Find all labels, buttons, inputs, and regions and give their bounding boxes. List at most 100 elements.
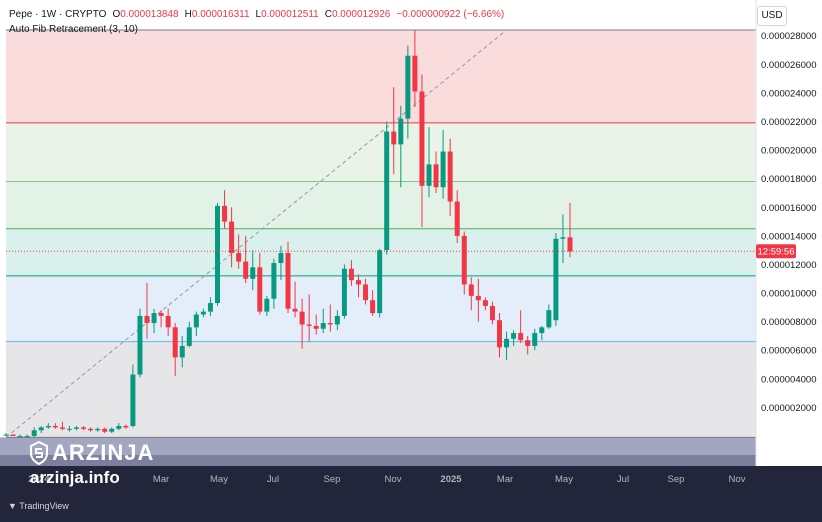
candle[interactable] xyxy=(327,304,333,332)
tradingview-logo[interactable]: ▼ TradingView xyxy=(8,501,69,511)
currency-button[interactable]: USD xyxy=(757,6,787,26)
candle[interactable] xyxy=(236,234,242,269)
candle[interactable] xyxy=(38,425,44,434)
candle[interactable] xyxy=(546,304,552,329)
candle[interactable] xyxy=(504,331,510,361)
candle[interactable] xyxy=(88,427,94,432)
candle[interactable] xyxy=(391,87,397,175)
candle[interactable] xyxy=(165,308,171,336)
candle[interactable] xyxy=(525,335,531,355)
candle[interactable] xyxy=(158,310,164,328)
candle[interactable] xyxy=(123,424,129,429)
candle[interactable] xyxy=(306,294,312,342)
candle[interactable] xyxy=(468,277,474,311)
candle-body xyxy=(229,221,235,254)
candle[interactable] xyxy=(348,260,354,286)
candle[interactable] xyxy=(560,214,566,264)
candle[interactable] xyxy=(95,427,101,432)
candle[interactable] xyxy=(130,364,136,428)
candle[interactable] xyxy=(102,427,108,434)
candle[interactable] xyxy=(299,298,305,349)
candle[interactable] xyxy=(447,138,453,216)
candle[interactable] xyxy=(200,308,206,318)
candle[interactable] xyxy=(66,425,72,432)
candle[interactable] xyxy=(207,297,213,316)
candle-body xyxy=(137,315,143,375)
candle[interactable] xyxy=(553,233,559,326)
candle[interactable] xyxy=(59,421,65,431)
indicator-title[interactable]: Auto Fib Retracement (3, 10) xyxy=(9,24,138,35)
candle[interactable] xyxy=(356,274,361,298)
candle-body xyxy=(200,311,206,315)
candle[interactable] xyxy=(426,127,432,198)
candle[interactable] xyxy=(144,283,150,339)
symbol-title[interactable]: Pepe · 1W · CRYPTO xyxy=(9,9,107,20)
candle[interactable] xyxy=(482,297,488,311)
candle[interactable] xyxy=(292,281,298,318)
candle[interactable] xyxy=(74,425,79,431)
candle[interactable] xyxy=(250,250,256,291)
candle[interactable] xyxy=(151,308,157,334)
candle-body xyxy=(179,345,185,358)
candle[interactable] xyxy=(454,190,460,244)
candle[interactable] xyxy=(320,308,326,334)
candle[interactable] xyxy=(10,434,16,436)
candle[interactable] xyxy=(193,311,199,336)
candle[interactable] xyxy=(222,190,228,229)
candle[interactable] xyxy=(24,434,30,438)
candle[interactable] xyxy=(497,313,502,358)
candle[interactable] xyxy=(384,121,390,255)
candle[interactable] xyxy=(278,245,284,281)
candle[interactable] xyxy=(17,434,23,438)
candle[interactable] xyxy=(31,427,37,438)
candle[interactable] xyxy=(377,248,383,318)
candle[interactable] xyxy=(313,314,319,335)
candle[interactable] xyxy=(370,290,376,316)
candle[interactable] xyxy=(532,328,538,351)
candle[interactable] xyxy=(334,310,340,331)
candle[interactable] xyxy=(179,335,185,368)
candle[interactable] xyxy=(186,321,192,348)
candle[interactable] xyxy=(81,425,87,431)
candle[interactable] xyxy=(518,310,524,344)
candle[interactable] xyxy=(489,301,495,325)
candle[interactable] xyxy=(285,241,291,314)
candle[interactable] xyxy=(257,253,263,315)
candle[interactable] xyxy=(229,207,235,268)
candle-body xyxy=(489,305,495,321)
price-axis[interactable]: 0.000028000 0.000026000 0.000024000 0.00002… xyxy=(761,31,822,442)
candle[interactable] xyxy=(419,74,425,228)
candle[interactable] xyxy=(45,423,51,429)
candle[interactable] xyxy=(341,264,347,319)
candle[interactable] xyxy=(567,202,573,258)
candle[interactable] xyxy=(461,231,467,295)
candle-body xyxy=(412,55,418,92)
candle[interactable] xyxy=(52,423,58,429)
candle[interactable] xyxy=(215,202,220,306)
candle[interactable] xyxy=(440,130,446,199)
time-axis[interactable]: 2024 Mar May Jul Sep Nov 2025 Mar May Jul Sep Nov xyxy=(28,474,745,485)
candle[interactable] xyxy=(433,151,439,193)
candle[interactable] xyxy=(137,308,143,378)
candle[interactable] xyxy=(3,433,9,436)
candle[interactable] xyxy=(243,235,249,284)
candle[interactable] xyxy=(398,105,404,188)
candle-body xyxy=(370,300,376,314)
candle[interactable] xyxy=(412,30,418,108)
candle[interactable] xyxy=(539,325,545,341)
candle[interactable] xyxy=(116,423,122,431)
candle-series[interactable] xyxy=(3,30,573,438)
candle[interactable] xyxy=(109,427,115,434)
candle[interactable] xyxy=(264,295,270,316)
candle[interactable] xyxy=(363,278,369,305)
candle-body xyxy=(102,428,108,432)
candle[interactable] xyxy=(172,323,178,376)
close-value: 0.000012926 xyxy=(331,9,391,20)
candle[interactable] xyxy=(271,258,277,309)
open-value: 0.000013848 xyxy=(120,9,179,20)
candle-body xyxy=(546,310,552,328)
candle[interactable] xyxy=(475,278,481,322)
candle[interactable] xyxy=(511,330,517,346)
candle[interactable] xyxy=(405,45,411,139)
